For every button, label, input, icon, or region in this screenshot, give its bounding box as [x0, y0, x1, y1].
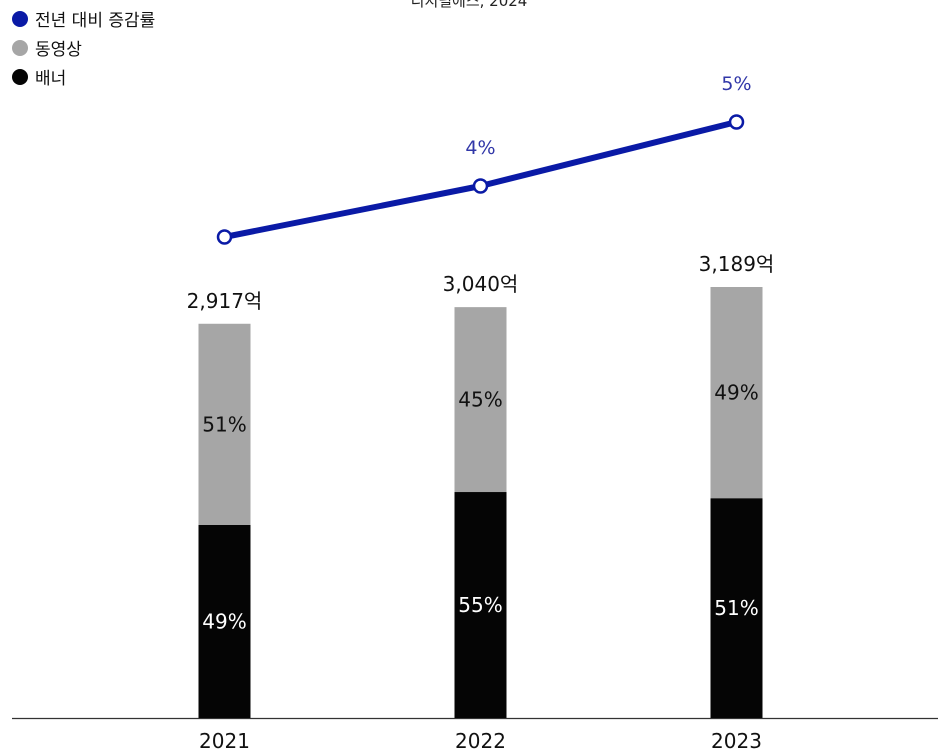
bar-video-2022 [454, 307, 507, 493]
legend-swatch-video [12, 39, 28, 56]
legend-item-video: 동영상 [12, 33, 155, 62]
legend-label-banner: 배너 [35, 69, 67, 89]
segment-label-banner-2021: 49% [202, 609, 246, 633]
legend-swatch-growth-rate [12, 10, 28, 27]
growth-rate-point-2021 [216, 229, 233, 245]
bar-banner-2021 [198, 524, 251, 718]
segment-label-video-2023: 49% [714, 381, 758, 405]
legend-item-banner: 배너 [12, 62, 155, 91]
total-label-2022: 3,040억 [443, 272, 519, 296]
segment-label-video-2022: 45% [458, 388, 502, 412]
x-tick-label-2022: 2022 [455, 729, 506, 752]
legend-item-growth-rate: 전년 대비 증감률 [12, 4, 155, 33]
segment-label-video-2021: 51% [202, 412, 246, 436]
x-tick-label-2021: 2021 [199, 729, 250, 752]
segment-label-banner-2022: 55% [458, 593, 502, 617]
legend-label-video: 동영상 [35, 40, 82, 60]
total-label-2021: 2,917억 [187, 289, 263, 313]
legend-label-growth-rate: 전년 대비 증감률 [35, 11, 156, 31]
bar-video-2021 [198, 323, 251, 525]
bar-banner-2022 [454, 492, 507, 718]
bar-video-2023 [710, 287, 763, 499]
growth-rate-point-2023 [728, 114, 745, 130]
growth-rate-label-2022: 4% [465, 137, 495, 159]
legend-swatch-banner [12, 68, 28, 85]
segment-label-banner-2023: 51% [714, 596, 758, 620]
legend: 전년 대비 증감률 동영상 배너 [12, 4, 155, 91]
x-tick-label-2023: 2023 [711, 729, 762, 752]
bar-banner-2023 [710, 498, 763, 718]
source-caption: 디지털에스, 2024 [410, 0, 528, 10]
total-label-2023: 3,189억 [699, 252, 775, 276]
growth-rate-label-2023: 5% [721, 73, 751, 95]
growth-rate-point-2022 [472, 178, 489, 194]
